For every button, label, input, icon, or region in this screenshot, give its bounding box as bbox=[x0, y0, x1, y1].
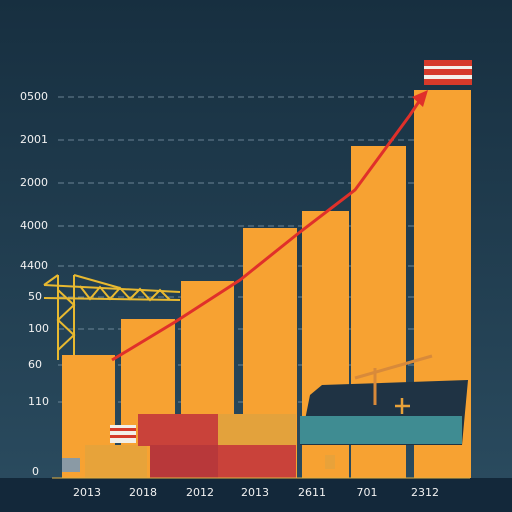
labels: 0500 2001 2000 4000 4400 50 100 60 110 0 2013 2018 2… bbox=[20, 90, 439, 499]
y-axis-label: 4400 bbox=[20, 259, 48, 272]
y-axis-label: 60 bbox=[28, 358, 42, 371]
y-axis-label: 110 bbox=[28, 395, 49, 408]
y-axis-label: 4000 bbox=[20, 219, 48, 232]
y-axis-label: 50 bbox=[28, 290, 42, 303]
x-axis-label: 2611 bbox=[298, 486, 326, 499]
x-axis-label: 2012 bbox=[186, 486, 214, 499]
containers bbox=[62, 414, 296, 478]
x-axis-label: 701 bbox=[357, 486, 378, 499]
x-axis-label: 2013 bbox=[241, 486, 269, 499]
trend-arrow bbox=[111, 90, 428, 362]
crane bbox=[43, 274, 181, 360]
bottom-strip bbox=[0, 478, 512, 512]
flag bbox=[424, 60, 472, 85]
y-axis-label: 2000 bbox=[20, 176, 48, 189]
ship bbox=[300, 354, 468, 469]
y-axis-label: 100 bbox=[28, 322, 49, 335]
y-axis-label: 0 bbox=[32, 465, 39, 478]
x-axis-label: 2013 bbox=[73, 486, 101, 499]
x-axis-label: 2018 bbox=[129, 486, 157, 499]
y-axis-label: 0500 bbox=[20, 90, 48, 103]
x-axis-label: 2312 bbox=[411, 486, 439, 499]
y-axis-label: 2001 bbox=[20, 133, 48, 146]
